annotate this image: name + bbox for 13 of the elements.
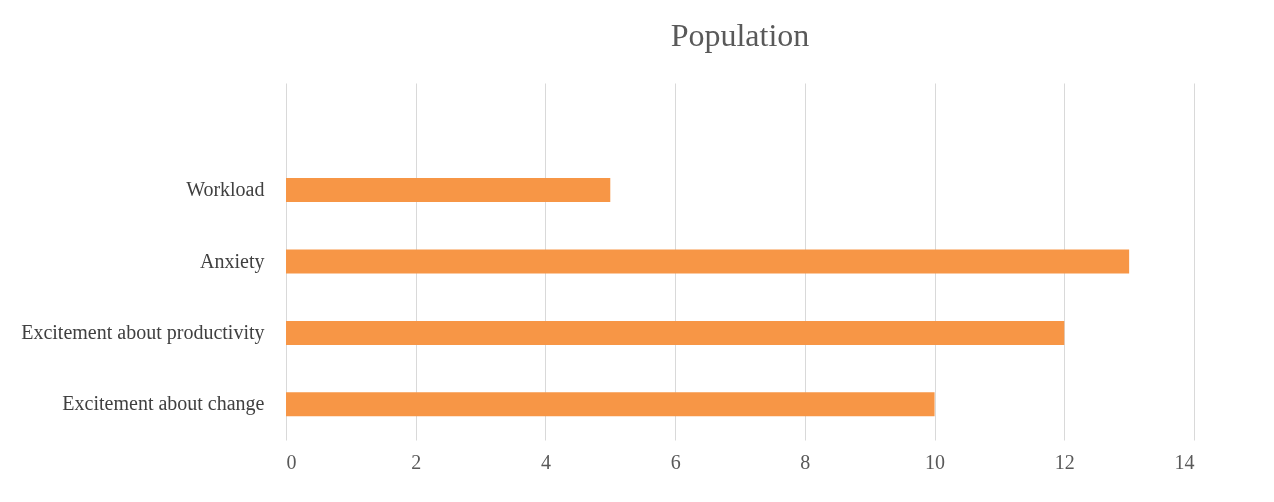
- x-tick-label: 8: [800, 450, 811, 473]
- x-tick-label: 0: [286, 450, 297, 473]
- y-tick-label: Workload: [186, 178, 265, 201]
- y-tick-label: Excitement about change: [62, 392, 265, 416]
- x-tick-label: 4: [540, 450, 551, 473]
- x-tick-label: 6: [670, 450, 681, 473]
- y-tick-label: Excitement about productivity: [21, 320, 265, 344]
- x-tick-label: 10: [925, 450, 946, 473]
- chart-title: Population: [670, 17, 810, 53]
- x-tick-label: 2: [411, 450, 422, 473]
- x-tick-label: 12: [1054, 450, 1075, 473]
- y-tick-label: Anxiety: [200, 249, 265, 273]
- x-tick-label: 14: [1174, 450, 1195, 473]
